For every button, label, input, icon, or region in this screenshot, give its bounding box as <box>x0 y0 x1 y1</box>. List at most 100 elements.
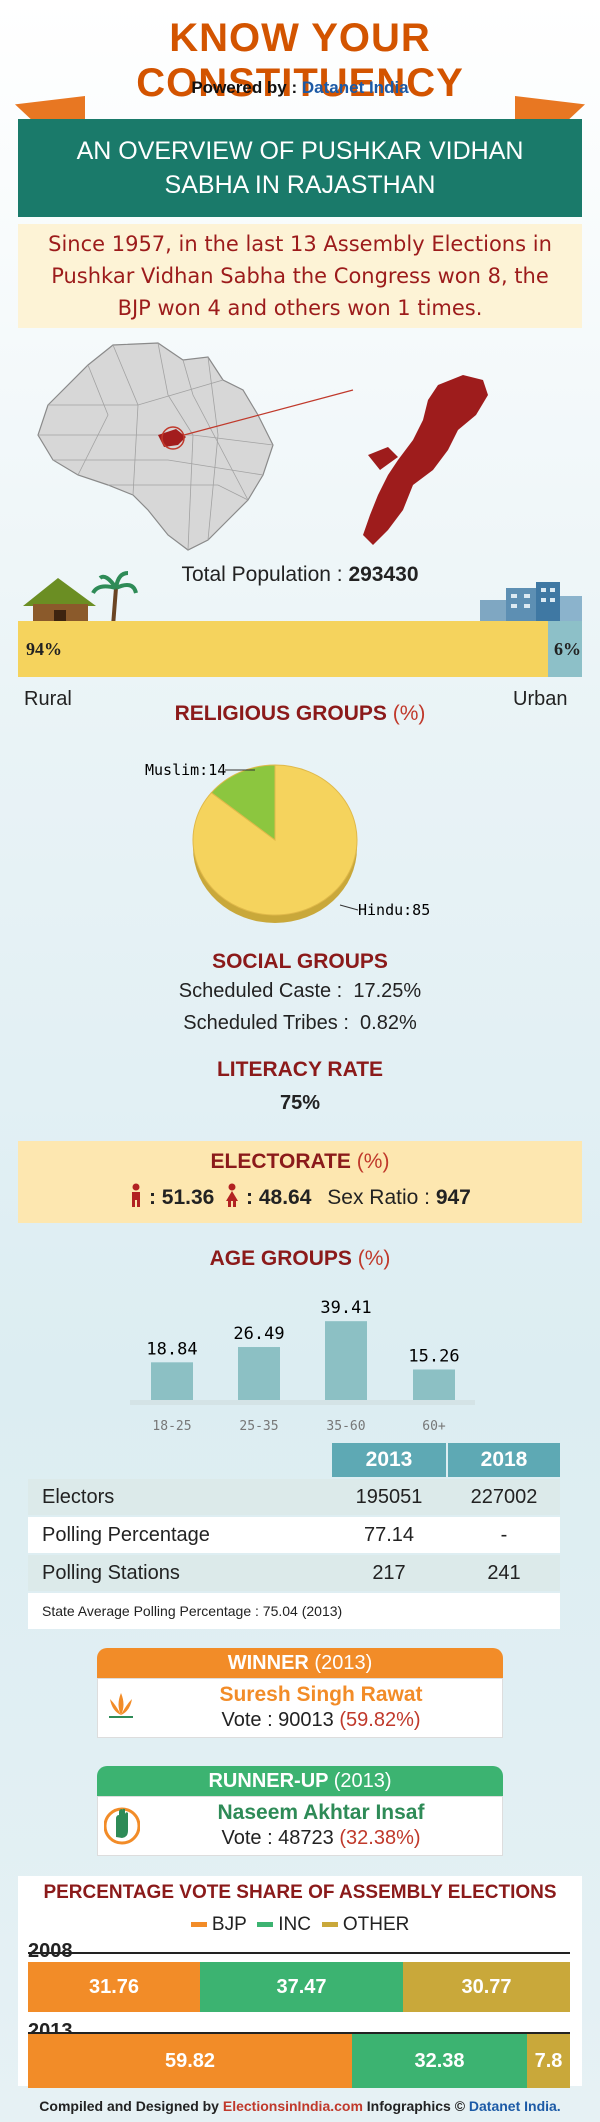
legend-inc: INC <box>278 1914 312 1935</box>
vote-share-segment-bjp: 59.82 <box>28 2034 352 2088</box>
vote-share-segment-other: 7.8 <box>527 2034 570 2088</box>
table-row: Polling Percentage 77.14 - <box>28 1517 560 1553</box>
vote-share-segment-inc: 32.38 <box>352 2034 527 2088</box>
page-title: KNOW YOUR CONSTITUENCY <box>136 16 464 105</box>
pie-label-muslim: Muslim:14 <box>145 761 226 779</box>
table-row: Electors 195051 227002 <box>28 1479 560 1515</box>
row-label: Electors <box>42 1486 115 1508</box>
vote-share-segment-other: 30.77 <box>403 1962 570 2012</box>
footer-site: ElectionsinIndia.com <box>222 2098 363 2114</box>
electorate-box <box>18 1141 582 1223</box>
age-bar-18-25 <box>151 1362 193 1400</box>
age-bar-25-35 <box>238 1347 280 1400</box>
age-value-label: 18.84 <box>146 1339 197 1359</box>
runner-up-body: Naseem Akhtar Insaf Vote : 48723 (32.38%… <box>97 1796 503 1856</box>
vote-share-2008-bar: 31.76 37.47 30.77 <box>28 1962 570 2012</box>
rural-hut-icon <box>23 571 138 627</box>
age-bar-60+ <box>413 1369 455 1400</box>
state-average-note: State Average Polling Percentage : 75.04… <box>28 1593 560 1629</box>
summary-box: Since 1957, in the last 13 Assembly Elec… <box>18 224 582 328</box>
legend-other: OTHER <box>342 1914 410 1935</box>
age-category-label: 18-25 <box>152 1419 191 1434</box>
winner-vote: Vote : 90013 (59.82%) <box>138 1709 504 1732</box>
pie-label-hindu: Hindu:85 <box>358 901 430 919</box>
runner-up-header: RUNNER-UP (2013) <box>97 1766 503 1796</box>
runner-up-vote-pct: (32.38%) <box>339 1827 421 1849</box>
row-value-2013: 217 <box>372 1562 406 1584</box>
row-label: Polling Stations <box>42 1562 180 1584</box>
year-header-2018: 2018 <box>480 1448 528 1471</box>
social-heading: SOCIAL GROUPS <box>212 950 388 973</box>
age-axis <box>130 1400 475 1405</box>
literacy-value: 75% <box>279 1092 321 1114</box>
powered-by: Powered by : Datanet India <box>0 78 600 98</box>
powered-brand: Datanet India <box>301 78 409 97</box>
vote-share-segment-bjp: 31.76 <box>28 1962 200 2012</box>
st-label: Scheduled Tribes : <box>183 1012 349 1034</box>
summary-line-2: Pushkar Vidhan Sabha the Congress won 8,… <box>51 264 549 288</box>
age-value-label: 15.26 <box>408 1346 459 1366</box>
year-label-2008: 2008 <box>28 1940 73 1962</box>
row-value-2018: 227002 <box>470 1486 538 1508</box>
winner-card: WINNER (2013) Suresh Singh Rawat Vote : … <box>97 1648 503 1738</box>
religion-pie-chart: Muslim:14 Hindu:85 <box>145 761 430 923</box>
population-value: 293430 <box>348 563 419 586</box>
female-pct: : 48.64 <box>246 1186 312 1209</box>
divider-2013 <box>28 2032 570 2034</box>
vote-share-2013-bar: 59.82 32.38 7.8 <box>28 2034 570 2088</box>
population-label: Total Population : <box>181 563 343 586</box>
legend-bjp: BJP <box>211 1914 247 1935</box>
row-value-2018: 241 <box>487 1562 521 1584</box>
footer-infographics: Infographics © <box>366 2098 466 2114</box>
religious-heading: RELIGIOUS GROUPS (%) <box>0 702 600 726</box>
pushkar-highlight <box>158 429 186 447</box>
st-row: Scheduled Tribes : 0.82% <box>0 1012 600 1035</box>
row-label: Polling Percentage <box>42 1524 210 1546</box>
male-pct: : 51.36 <box>148 1186 215 1209</box>
year-header-2018-bg <box>448 1443 560 1477</box>
age-heading: AGE GROUPS (%) <box>0 1247 600 1271</box>
summary-line-1: Since 1957, in the last 13 Assembly Elec… <box>48 232 552 256</box>
state-outline <box>37 342 274 551</box>
age-category-label: 35-60 <box>326 1419 365 1434</box>
year-header-2013-bg <box>332 1443 446 1477</box>
religious-heading-pct: (%) <box>392 702 426 725</box>
winner-header: WINNER (2013) <box>97 1648 503 1678</box>
sc-value: 17.25% <box>353 980 422 1002</box>
legend-swatch-other <box>321 1922 338 1928</box>
religious-heading-text: RELIGIOUS GROUPS <box>174 702 387 725</box>
table-row: Polling Stations 217 241 <box>28 1555 560 1591</box>
age-value-label: 39.41 <box>320 1298 371 1318</box>
vote-share-legend: BJP INC OTHER <box>0 1914 600 1936</box>
rural-label: Rural <box>24 688 72 710</box>
divider-2008 <box>28 1952 570 1954</box>
electorate-heading-pct: (%) <box>356 1150 390 1173</box>
total-population: Total Population : 293430 <box>0 563 600 587</box>
pie-slice-muslim <box>210 764 276 841</box>
urban-pct-label: 6% <box>554 639 581 659</box>
winner-vote-label: Vote : 90013 <box>221 1709 334 1731</box>
age-bar-35-60 <box>325 1321 367 1400</box>
banner-line-1: AN OVERVIEW OF PUSHKAR VIDHAN <box>76 137 524 165</box>
footer-compiled: Compiled and Designed by <box>39 2098 219 2114</box>
age-value-label: 26.49 <box>233 1324 284 1344</box>
age-bar-chart: 18.84 18-25 26.49 25-35 39.41 35-60 15.26 60+ <box>130 1298 475 1434</box>
summary-line-3: BJP won 4 and others won 1 times. <box>117 296 483 320</box>
urban-label: Urban <box>513 688 568 710</box>
hand-icon <box>104 1807 140 1845</box>
runner-up-name: Naseem Akhtar Insaf <box>217 1801 425 1824</box>
runner-up-card: RUNNER-UP (2013) Naseem Akhtar Insaf Vot… <box>97 1766 503 1856</box>
rural-bar <box>18 621 548 677</box>
winner-vote-pct: (59.82%) <box>339 1709 421 1731</box>
runner-up-vote: Vote : 48723 (32.38%) <box>138 1827 504 1850</box>
female-icon <box>226 1183 239 1207</box>
runner-up-heading: RUNNER-UP <box>208 1770 329 1792</box>
pie-leader-hindu <box>339 904 359 911</box>
rajasthan-map <box>37 342 488 551</box>
st-value: 0.82% <box>360 1012 417 1034</box>
sc-row: Scheduled Caste : 17.25% <box>0 980 600 1003</box>
age-category-label: 25-35 <box>239 1419 278 1434</box>
powered-label: Powered by : <box>191 78 298 97</box>
banner-line-2: SABHA IN RAJASTHAN <box>164 171 436 199</box>
vote-share-heading: PERCENTAGE VOTE SHARE OF ASSEMBLY ELECTI… <box>43 1882 557 1903</box>
